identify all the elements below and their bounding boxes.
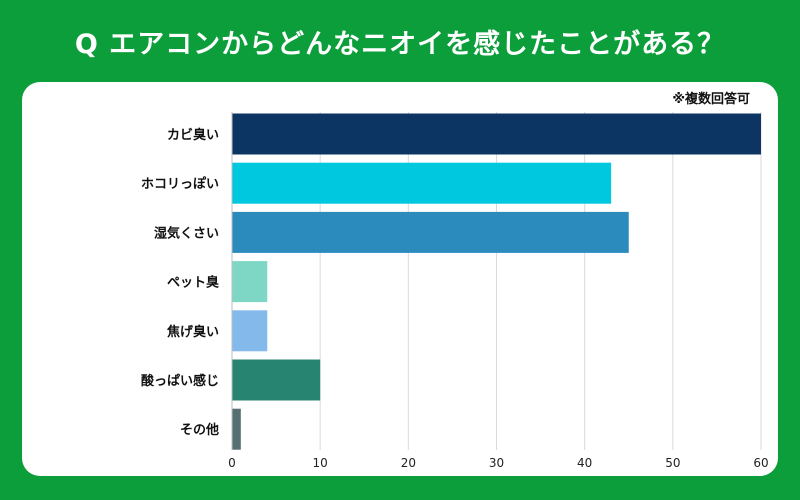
bar (232, 211, 629, 253)
bar (232, 162, 612, 204)
x-tick-label: 60 (753, 456, 768, 470)
x-tick-label: 10 (313, 456, 328, 470)
category-label: ホコリっぽい (141, 176, 219, 192)
x-tick-label: 0 (228, 456, 236, 470)
category-label: その他 (180, 422, 219, 438)
category-label: 湿気くさい (154, 225, 219, 241)
bar (232, 359, 321, 401)
category-label: ペット臭 (167, 275, 219, 291)
x-tick-label: 20 (401, 456, 416, 470)
multiple-answers-note: ※複数回答可 (672, 92, 750, 107)
chart-title: Q エアコンからどんなニオイを感じたことがある？ (74, 28, 726, 60)
category-label: 焦げ臭い (166, 324, 219, 340)
category-label: 酸っぱい感じ (141, 373, 219, 389)
x-tick-label: 40 (577, 456, 592, 470)
bar (232, 113, 761, 155)
x-tick-label: 50 (665, 456, 680, 470)
x-tick-label: 30 (489, 456, 504, 470)
bar (232, 408, 241, 450)
bar (232, 310, 268, 352)
bar (232, 261, 268, 303)
category-label: カビ臭い (167, 127, 219, 143)
chart-panel: ※複数回答可 カビ臭いホコリっぽい湿気くさいペット臭焦げ臭い酸っぱい感じその他 0… (22, 82, 778, 476)
